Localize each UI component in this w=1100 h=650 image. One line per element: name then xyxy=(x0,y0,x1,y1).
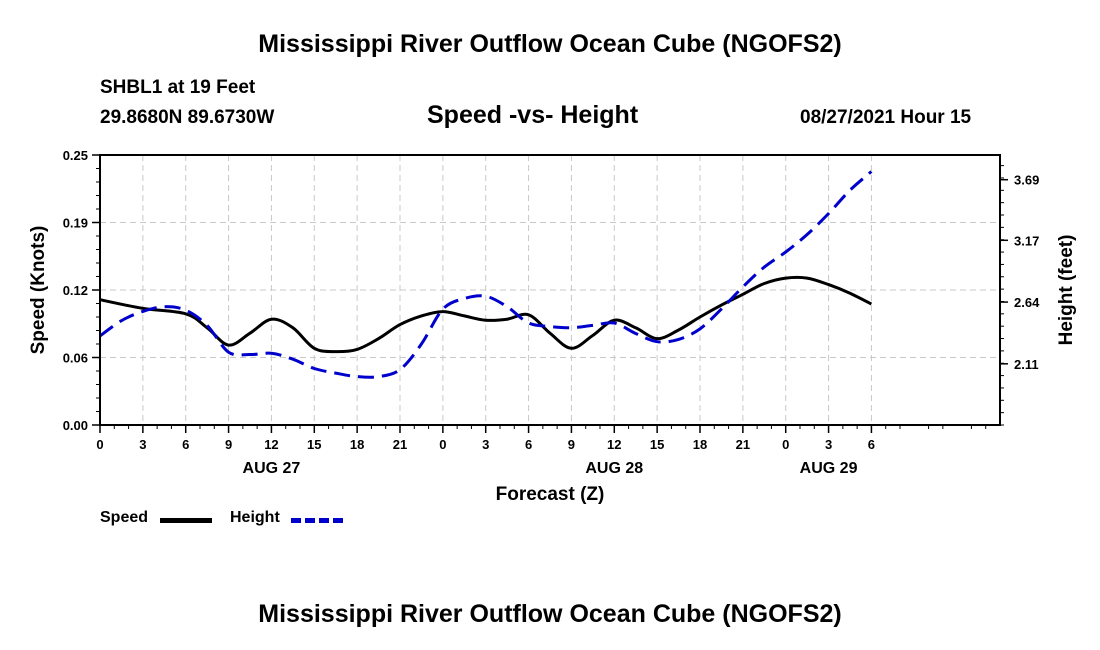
legend-height: Height xyxy=(230,509,280,527)
y-right-tick-label: 3.17 xyxy=(1014,233,1039,248)
y-left-tick-label: 0.25 xyxy=(63,148,88,163)
footer-title: Mississippi River Outflow Ocean Cube (NG… xyxy=(258,600,842,628)
chart-subtitle: Speed -vs- Height xyxy=(427,101,639,129)
height-series-line xyxy=(99,170,873,379)
date-label: AUG 27 xyxy=(243,460,301,477)
x-tick-label: 12 xyxy=(264,437,278,452)
x-tick-label: 3 xyxy=(482,437,489,452)
legend-speed-swatch xyxy=(160,518,212,523)
x-tick-label: 6 xyxy=(525,437,532,452)
x-tick-label: 21 xyxy=(393,437,407,452)
x-tick-label: 21 xyxy=(736,437,750,452)
chart-grid xyxy=(100,155,1000,425)
x-tick-label: 0 xyxy=(439,437,446,452)
x-tick-label: 6 xyxy=(182,437,189,452)
legend-height-swatch xyxy=(291,518,343,523)
x-tick-label: 9 xyxy=(568,437,575,452)
chart-series xyxy=(99,170,873,379)
x-tick-label: 9 xyxy=(225,437,232,452)
x-tick-label: 3 xyxy=(825,437,832,452)
x-tick-label: 18 xyxy=(350,437,364,452)
main-title: Mississippi River Outflow Ocean Cube (NG… xyxy=(258,30,842,58)
legend-height-label: Height xyxy=(230,509,280,526)
x-tick-label: 18 xyxy=(693,437,707,452)
x-tick-label: 12 xyxy=(607,437,621,452)
y-right-tick-label: 2.64 xyxy=(1014,295,1040,310)
y-axis-right-label: Height (feet) xyxy=(1056,235,1077,346)
legend-speed: Speed xyxy=(100,509,148,527)
x-axis-label: Forecast (Z) xyxy=(496,484,605,505)
station-label: SHBL1 at 19 Feet xyxy=(100,77,256,98)
y-right-tick-label: 2.11 xyxy=(1014,357,1039,372)
y-axis-left-label: Speed (Knots) xyxy=(28,226,49,355)
x-tick-label: 15 xyxy=(307,437,321,452)
y-left-tick-label: 0.06 xyxy=(63,351,88,366)
legend-speed-label: Speed xyxy=(100,509,149,526)
x-tick-label: 6 xyxy=(868,437,875,452)
x-tick-label: 0 xyxy=(96,437,103,452)
date-label: AUG 28 xyxy=(585,460,643,477)
x-tick-label: 0 xyxy=(782,437,789,452)
date-label: AUG 29 xyxy=(800,460,858,477)
x-tick-label: 15 xyxy=(650,437,664,452)
y-right-tick-label: 3.69 xyxy=(1014,173,1039,188)
speed-series-line xyxy=(99,275,873,354)
y-left-tick-label: 0.19 xyxy=(63,216,88,231)
y-left-tick-label: 0.12 xyxy=(63,283,88,298)
forecast-datetime: 08/27/2021 Hour 15 xyxy=(800,107,972,128)
x-tick-label: 3 xyxy=(139,437,146,452)
y-left-tick-label: 0.00 xyxy=(63,418,88,433)
chart-axes: 0 3 6 9 12 15 18 21 0 3 6 9 12 15 18 21 0 3 6 AUG 27 AUG 28 A… xyxy=(63,148,1040,477)
station-coordinates: 29.8680N 89.6730W xyxy=(100,107,275,128)
speed-height-chart: 0 3 6 9 12 15 18 21 0 3 6 9 12 15 18 21 0 3 6 AUG 27 AUG 28 A… xyxy=(28,148,1077,505)
